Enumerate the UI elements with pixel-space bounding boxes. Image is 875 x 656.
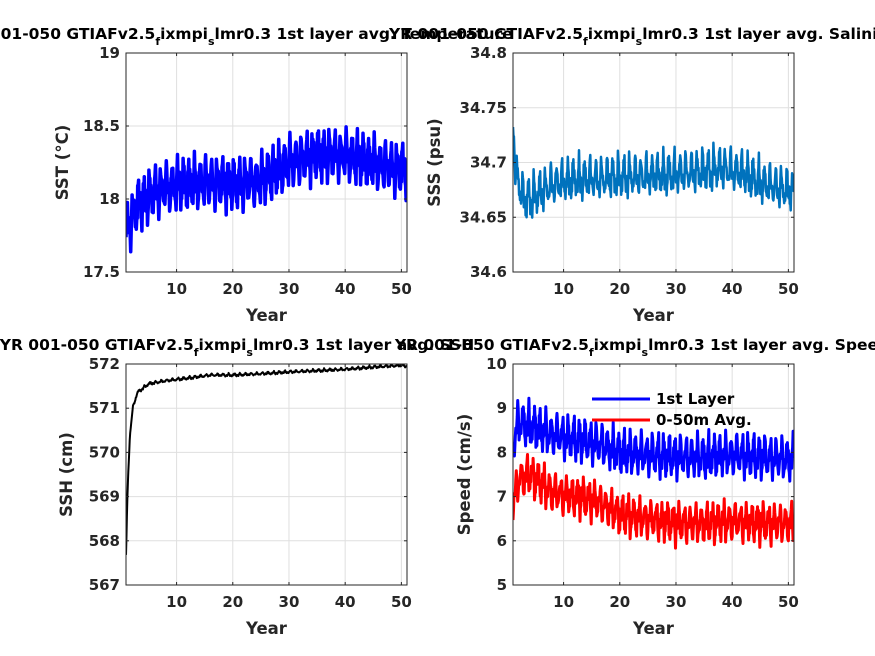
y-tick-label: 5 [497, 576, 507, 594]
axes-frame [125, 52, 408, 273]
data-lines [513, 396, 794, 550]
y-tick-label: 17.5 [83, 263, 120, 281]
chart-title: YR 001-050 GTIAFv2.5fixmpislmr0.3 1st la… [388, 25, 875, 48]
chart-4: 10 20 30 40 50 5 6 7 8 9 10 Year Speed (cm/s) YR 001-… [394, 336, 875, 638]
chart-title: YR 001-050 GTIAFv2.5fixmpislmr0.3 1st la… [394, 336, 875, 359]
x-tick-label: 30 [666, 280, 687, 298]
x-axis-label: Year [632, 306, 675, 325]
x-axis-label: Year [245, 619, 288, 638]
data-lines [513, 126, 794, 219]
legend-label: 0-50m Avg. [656, 411, 752, 429]
y-tick-label: 18.5 [83, 117, 120, 135]
plot-area [126, 364, 407, 585]
x-tick-label: 40 [722, 280, 743, 298]
x-tick-label: 50 [391, 280, 412, 298]
y-tick-label: 34.8 [470, 44, 507, 62]
x-tick-label: 40 [335, 593, 356, 611]
chart-2: 10 20 30 40 50 34.6 34.65 34.7 34.75 34.8 Year SSS … [388, 25, 875, 325]
x-tick-label: 20 [609, 593, 630, 611]
x-axis-label: Year [245, 306, 288, 325]
y-axis-label: SSH (cm) [57, 432, 76, 517]
series-line-1 [513, 396, 794, 483]
legend-label: 1st Layer [656, 390, 735, 408]
data-lines [126, 125, 407, 254]
x-tick-label: 20 [609, 280, 630, 298]
x-tick-label: 50 [391, 593, 412, 611]
y-tick-label: 34.7 [470, 154, 507, 172]
series-line-1 [126, 364, 407, 555]
y-tick-label: 19 [99, 44, 120, 62]
x-tick-label: 30 [279, 593, 300, 611]
chart-title: YR 001-050 GTIAFv2.5fixmpislmr0.3 1st la… [0, 25, 513, 48]
y-tick-label: 569 [89, 488, 120, 506]
x-tick-label: 40 [335, 280, 356, 298]
y-tick-label: 572 [89, 355, 120, 373]
series-line-2 [513, 453, 794, 550]
x-axis-label: Year [632, 619, 675, 638]
x-tick-label: 20 [222, 593, 243, 611]
x-tick-label: 50 [778, 593, 799, 611]
axes-frame [125, 363, 408, 586]
y-tick-label: 571 [89, 399, 120, 417]
y-tick-label: 10 [486, 355, 507, 373]
x-tick-label: 50 [778, 280, 799, 298]
chart-title: YR 001-050 GTIAFv2.5fixmpislmr0.3 1st la… [0, 336, 474, 359]
y-tick-label: 7 [497, 488, 507, 506]
x-tick-label: 10 [166, 593, 187, 611]
series-line-1 [126, 125, 407, 254]
data-lines [126, 364, 407, 555]
x-tick-label: 20 [222, 280, 243, 298]
x-tick-label: 30 [279, 280, 300, 298]
y-tick-label: 34.6 [470, 263, 507, 281]
axes-frame [512, 363, 795, 586]
y-axis-label: SSS (psu) [425, 118, 444, 206]
y-tick-label: 6 [497, 532, 507, 550]
y-tick-label: 34.75 [460, 99, 507, 117]
chart-3: 10 20 30 40 50 567 568 569 570 571 572 Year SSH (cm)… [0, 336, 474, 638]
y-axis-label: SST (°C) [53, 125, 72, 200]
x-tick-label: 10 [553, 593, 574, 611]
x-tick-label: 40 [722, 593, 743, 611]
series-line-1 [513, 126, 794, 219]
x-tick-label: 10 [166, 280, 187, 298]
x-tick-label: 30 [666, 593, 687, 611]
y-tick-label: 570 [89, 443, 120, 461]
y-tick-label: 8 [497, 443, 507, 461]
y-tick-label: 9 [497, 399, 507, 417]
y-axis-label: Speed (cm/s) [455, 414, 474, 536]
x-tick-label: 10 [553, 280, 574, 298]
y-tick-label: 18 [99, 190, 120, 208]
chart-1: 10 20 30 40 50 17.5 18 18.5 19 Year SST (°C) YR 001… [0, 25, 513, 325]
y-tick-label: 568 [89, 532, 120, 550]
legend: 1st Layer 0-50m Avg. [592, 390, 752, 429]
y-tick-label: 34.65 [460, 208, 507, 226]
plot-area [513, 364, 794, 585]
y-tick-label: 567 [89, 576, 120, 594]
